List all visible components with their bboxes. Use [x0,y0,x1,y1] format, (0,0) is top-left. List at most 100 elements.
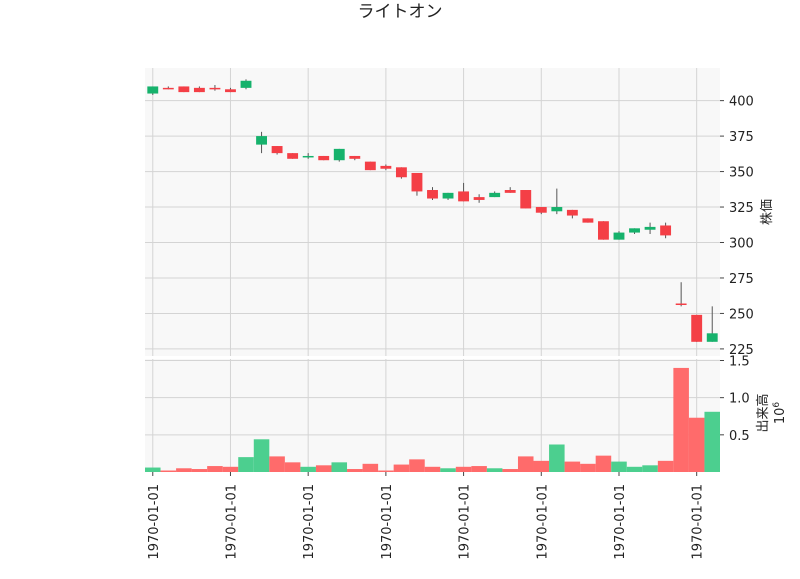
volume-bar [455,466,472,472]
candle-body [349,155,361,159]
volume-multiplier-label: 106 [772,402,788,425]
candle-body [551,207,563,212]
candle-body [193,87,205,93]
candle-body [489,192,501,198]
volume-bar [657,460,674,472]
x-axis-ticks: 1970-01-01 1970-01-01 1970-01-01 1970-01-01… [147,472,706,560]
candle-body [411,172,423,192]
candles [147,79,718,342]
volume-bar [564,461,581,472]
volume-bar [362,463,379,472]
volume-tick-label: 1.0 [729,392,750,407]
price-tick-label: 275 [729,272,754,287]
volume-bar [191,469,208,472]
volume-bar [688,417,705,472]
price-tick-label: 225 [729,343,754,358]
volume-bar [440,468,456,472]
candle-body [271,146,283,154]
volume-bar [176,468,192,472]
volume-bar [486,468,503,472]
candle-body [287,153,299,159]
candle-body [162,87,174,90]
volume-bar [626,466,643,472]
candle-body [240,80,252,88]
volume-bar [611,461,627,472]
candle-body [629,228,640,233]
candle-body [318,155,330,161]
volume-bars [145,367,720,472]
volume-bar [222,466,239,472]
candle-body [442,192,454,199]
price-tick-label: 400 [729,95,754,110]
volume-bar [378,470,394,472]
volume-bar [595,455,612,472]
volume-bar [533,460,550,472]
volume-bar [269,456,285,472]
volume-bar [315,465,332,472]
candle-body [520,190,532,209]
candle-body [427,190,438,199]
grid [145,68,720,472]
candle-body [458,191,470,202]
volume-panel [145,359,720,472]
candle-body [225,89,236,93]
candle-body [395,167,407,178]
candle-body [582,218,594,223]
candle-body [706,333,718,342]
candle-body [256,136,267,145]
x-tick-label: 1970-01-01 [380,484,395,560]
candle-body [535,207,547,213]
candle-body [364,161,376,171]
volume-bar [207,466,223,472]
volume-axis-ticks: 0.5 1.0 1.5 [720,354,750,444]
candle-body [380,165,392,169]
candle-body [147,86,159,94]
volume-tick-label: 1.5 [729,354,750,369]
volume-bar [331,462,348,472]
volume-bar [284,462,301,472]
volume-bar [347,469,363,472]
candle-body [302,155,314,158]
volume-bar [300,466,316,472]
volume-bar [517,456,534,472]
x-tick-label: 1970-01-01 [147,484,162,560]
volume-bar [145,467,161,472]
candle-body [660,225,672,236]
candle-body [613,232,625,240]
volume-bar [160,470,177,472]
volume-axis-label: 出来高 [755,393,771,432]
chart-title: ライトオン [358,2,443,22]
volume-bar [409,459,425,472]
price-tick-label: 300 [729,237,754,252]
volume-bar [253,439,270,472]
x-tick-label: 1970-01-01 [302,484,317,560]
price-panel [145,68,720,356]
candle-body [598,221,609,240]
x-tick-label: 1970-01-01 [224,484,239,560]
candle-body [675,303,687,306]
x-tick-label: 1970-01-01 [535,484,550,560]
candle-body [178,86,190,93]
volume-tick-label: 0.5 [729,429,750,444]
price-tick-label: 325 [729,201,754,216]
volume-bar [642,465,658,472]
candle-body [566,209,578,216]
candle-body [209,87,221,90]
candle-body [333,148,345,161]
volume-bar [673,367,689,472]
volume-bar [471,466,487,472]
price-tick-label: 375 [729,130,754,145]
price-tick-label: 350 [729,166,754,181]
x-tick-label: 1970-01-01 [458,484,473,560]
x-tick-label: 1970-01-01 [613,484,628,560]
x-tick-label: 1970-01-01 [691,484,706,560]
candle-body [644,226,656,230]
price-axis-ticks: 225 250 275 300 325 350 375 400 [720,95,754,358]
price-tick-label: 250 [729,307,754,322]
volume-bar [238,457,254,472]
volume-bar [704,411,720,472]
volume-bar [549,444,565,472]
price-axis-label: 株価 [760,199,775,225]
